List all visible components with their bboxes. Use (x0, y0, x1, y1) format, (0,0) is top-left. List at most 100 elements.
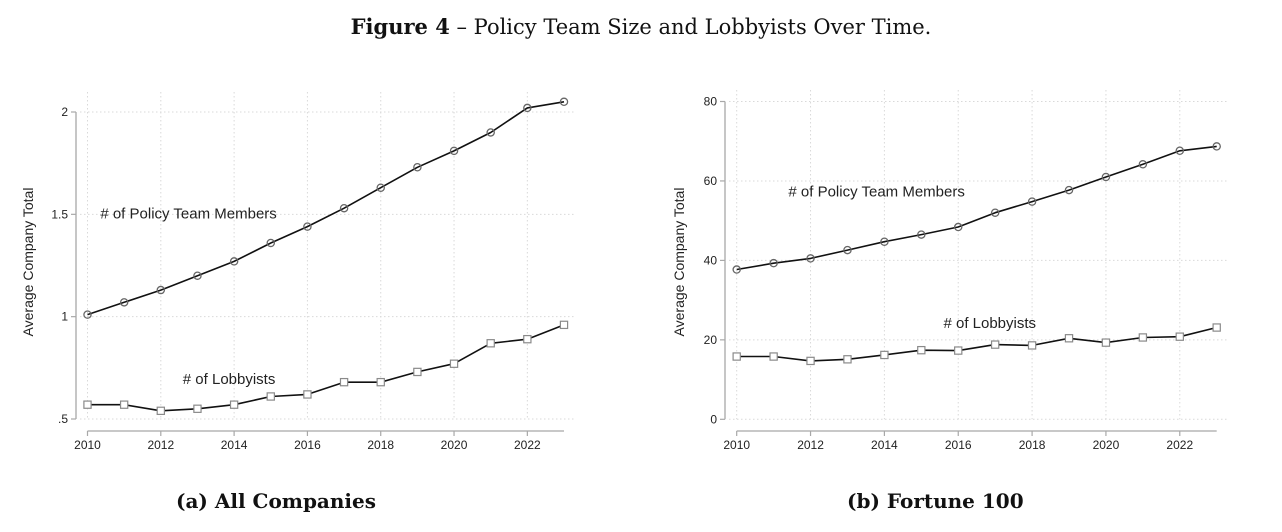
data-point-square (732, 352, 741, 361)
series-policy-team-members (732, 142, 1221, 274)
y-axis-title: Average Company Total (20, 188, 36, 337)
y-tick-label: 2 (61, 105, 68, 119)
data-point-square (266, 392, 275, 401)
data-point-square (806, 356, 815, 366)
series-annotation: # of Policy Team Members (100, 205, 276, 222)
data-point-square (990, 340, 1000, 349)
data-point-circle (1101, 172, 1111, 182)
figure-title: Figure 4 – Policy Team Size and Lobbyist… (0, 14, 1282, 39)
series-line (736, 145, 1217, 271)
series-line (87, 101, 565, 316)
data-point-square (1101, 338, 1111, 347)
y-tick-label: 0 (710, 412, 717, 426)
subcaption-b: (b) Fortune 100 (847, 489, 1024, 513)
x-tick-label: 2014 (221, 438, 248, 452)
data-point-square (486, 339, 495, 348)
figure-label: Figure 4 (350, 14, 450, 39)
data-point-circle (229, 257, 239, 266)
x-tick-label: 2020 (441, 438, 468, 452)
data-point-square (1138, 333, 1148, 342)
x-tick-label: 2010 (723, 438, 750, 452)
data-point-circle (1175, 146, 1185, 156)
data-point-circle (83, 310, 92, 319)
figure-title-separator: – (449, 15, 474, 39)
x-tick-label: 2022 (1166, 438, 1193, 452)
gridlines (729, 90, 1228, 420)
data-point-square (1175, 332, 1184, 341)
data-point-square (119, 400, 129, 409)
data-point-circle (806, 254, 815, 263)
x-tick-label: 2014 (871, 438, 898, 452)
data-point-circle (266, 238, 276, 248)
data-point-square (376, 377, 385, 387)
data-point-square (339, 377, 349, 387)
data-point-circle (486, 128, 495, 137)
data-point-circle (1212, 142, 1221, 151)
x-tick-label: 2016 (945, 438, 972, 452)
data-point-circle (1138, 160, 1148, 169)
y-tick-label: 20 (704, 333, 718, 347)
y-tick-label: 60 (704, 174, 718, 188)
y-axis-title: Average Company Total (671, 188, 687, 337)
data-point-square (954, 346, 963, 355)
figure-title-text: Policy Team Size and Lobbyists Over Time… (473, 15, 932, 39)
x-tick-label: 2020 (1093, 438, 1120, 452)
data-point-square (449, 359, 459, 368)
data-point-circle (523, 103, 532, 113)
data-point-square (229, 400, 239, 409)
data-point-circle (156, 285, 166, 295)
data-point-square (303, 390, 312, 399)
data-point-square (917, 345, 926, 355)
x-tick-label: 2012 (147, 438, 174, 452)
data-point-circle (339, 203, 349, 213)
series-line (736, 326, 1217, 362)
chart-fortune-100: 0 20 40 60 80 2010 2012 2014 2016 2018 2020 2022 Ave… (671, 90, 1228, 452)
series-annotation: # of Policy Team Members (788, 183, 964, 200)
x-tick-label: 2022 (514, 438, 541, 452)
data-point-square (193, 404, 202, 413)
data-point-circle (917, 230, 926, 239)
data-point-circle (990, 208, 1000, 217)
data-point-circle (1027, 197, 1037, 206)
data-point-circle (769, 258, 778, 268)
data-point-circle (1064, 185, 1074, 195)
data-point-square (1064, 334, 1074, 343)
data-point-circle (413, 163, 422, 172)
series-lobbyists (83, 320, 569, 416)
data-point-circle (303, 222, 312, 231)
x-tick-label: 2018 (367, 438, 394, 452)
data-point-circle (732, 265, 741, 274)
data-point-square (156, 406, 166, 416)
series-lobbyists (732, 323, 1221, 366)
data-point-circle (559, 97, 569, 107)
series-annotation: # of Lobbyists (183, 371, 276, 388)
data-point-circle (953, 222, 963, 232)
data-point-square (559, 320, 569, 330)
y-tick-label: 1 (61, 310, 68, 324)
chart-all-companies: .5 1 1.5 2 2010 2012 2014 2016 2018 2020 2022 Avera… (20, 92, 575, 452)
y-tick-label: .5 (58, 412, 68, 426)
data-point-square (1212, 323, 1221, 332)
data-point-square (523, 334, 532, 344)
y-tick-label: 40 (704, 253, 718, 267)
data-point-square (83, 400, 92, 409)
x-tick-label: 2012 (797, 438, 824, 452)
x-tick-label: 2010 (74, 438, 101, 452)
x-tick-label: 2016 (294, 438, 321, 452)
y-tick-label: 80 (704, 95, 718, 109)
data-point-square (843, 355, 852, 364)
data-point-square (769, 352, 778, 361)
data-point-circle (449, 146, 459, 156)
data-point-square (1027, 341, 1037, 350)
data-point-square (880, 350, 889, 360)
data-point-circle (193, 271, 202, 280)
data-point-square (413, 367, 422, 377)
data-point-circle (880, 237, 889, 246)
y-tick-label: 1.5 (51, 207, 68, 221)
series-policy-team-members (83, 97, 569, 319)
data-point-circle (119, 298, 129, 307)
data-point-circle (843, 245, 852, 255)
x-tick-label: 2018 (1019, 438, 1046, 452)
series-line (87, 324, 565, 412)
data-point-circle (376, 183, 385, 192)
